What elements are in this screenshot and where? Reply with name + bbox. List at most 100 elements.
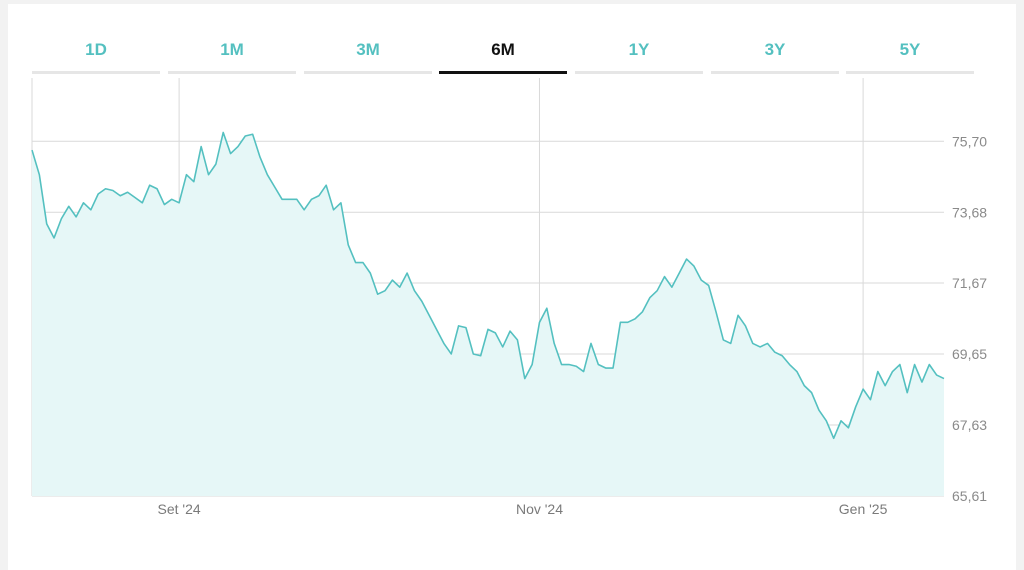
tab-1y[interactable]: 1Y <box>575 36 703 74</box>
data-point <box>442 341 446 345</box>
data-point <box>118 194 122 198</box>
data-point <box>74 215 78 219</box>
data-point <box>133 196 137 200</box>
data-point <box>692 264 696 268</box>
data-point <box>633 317 637 321</box>
data-point <box>207 173 211 177</box>
data-point <box>596 363 600 367</box>
data-point <box>817 408 821 412</box>
data-point <box>67 204 71 208</box>
data-point <box>751 341 755 345</box>
y-tick-label: 65,61 <box>952 488 987 504</box>
data-point <box>920 380 924 384</box>
data-point <box>736 313 740 317</box>
data-point <box>361 261 365 265</box>
tab-label: 5Y <box>899 40 921 59</box>
data-point <box>640 310 644 314</box>
tab-underline <box>846 71 974 74</box>
data-point <box>508 329 512 333</box>
data-point <box>376 292 380 296</box>
data-point <box>339 201 343 205</box>
area-layer <box>30 131 946 497</box>
tab-underline <box>304 71 432 74</box>
data-point <box>52 236 56 240</box>
data-point <box>765 341 769 345</box>
data-point <box>604 366 608 370</box>
data-point <box>383 289 387 293</box>
data-point <box>59 217 63 221</box>
data-point <box>30 148 34 152</box>
data-point <box>839 419 843 423</box>
data-point <box>280 197 284 201</box>
data-point <box>832 436 836 440</box>
x-tick-label: Gen '25 <box>839 501 888 517</box>
data-point <box>898 363 902 367</box>
tab-underline <box>711 71 839 74</box>
data-point <box>743 324 747 328</box>
data-point <box>802 384 806 388</box>
data-point <box>332 208 336 212</box>
tab-label: 1M <box>220 40 244 59</box>
data-point <box>788 363 792 367</box>
tab-1d[interactable]: 1D <box>32 36 160 74</box>
tab-3y[interactable]: 3Y <box>711 36 839 74</box>
data-point <box>148 183 152 187</box>
data-point <box>883 384 887 388</box>
tab-1m[interactable]: 1M <box>168 36 296 74</box>
data-point <box>214 162 218 166</box>
data-point <box>685 257 689 261</box>
data-point <box>464 326 468 330</box>
data-point <box>942 377 946 381</box>
data-point <box>648 296 652 300</box>
y-tick-label: 71,67 <box>952 275 987 291</box>
data-point <box>177 201 181 205</box>
data-point <box>523 377 527 381</box>
data-point <box>758 345 762 349</box>
data-point <box>670 285 674 289</box>
data-point <box>302 208 306 212</box>
data-point <box>155 187 159 191</box>
data-point <box>618 320 622 324</box>
tab-3m[interactable]: 3M <box>304 36 432 74</box>
data-point <box>309 197 313 201</box>
data-point <box>721 338 725 342</box>
tab-6m[interactable]: 6M <box>439 36 567 74</box>
data-point <box>265 173 269 177</box>
data-point <box>611 366 615 370</box>
data-point <box>412 289 416 293</box>
data-point <box>37 173 41 177</box>
data-point <box>493 331 497 335</box>
data-point <box>251 132 255 136</box>
tab-underline <box>168 71 296 74</box>
data-point <box>626 320 630 324</box>
data-point <box>545 306 549 310</box>
data-point <box>891 370 895 374</box>
data-point <box>96 192 100 196</box>
data-point <box>530 363 534 367</box>
data-point <box>876 370 880 374</box>
data-point <box>287 197 291 201</box>
y-tick-label: 69,65 <box>952 346 987 362</box>
data-point <box>537 320 541 324</box>
data-point <box>515 338 519 342</box>
data-point <box>295 197 299 201</box>
label-layer: 75,70 73,68 71,67 69,65 67,63 65,61 Set '24 Nov… <box>158 133 988 517</box>
data-point <box>449 352 453 356</box>
data-point <box>229 152 233 156</box>
data-point <box>663 275 667 279</box>
x-tick-label: Set '24 <box>158 501 201 517</box>
tab-5y[interactable]: 5Y <box>846 36 974 74</box>
data-point <box>552 341 556 345</box>
data-point <box>927 363 931 367</box>
data-point <box>405 271 409 275</box>
data-point <box>354 261 358 265</box>
price-line <box>31 131 945 440</box>
data-point <box>810 391 814 395</box>
tab-underline <box>575 71 703 74</box>
data-point <box>390 278 394 282</box>
data-point <box>435 327 439 331</box>
y-tick-label: 73,68 <box>952 204 987 220</box>
data-point <box>567 363 571 367</box>
data-point <box>317 194 321 198</box>
